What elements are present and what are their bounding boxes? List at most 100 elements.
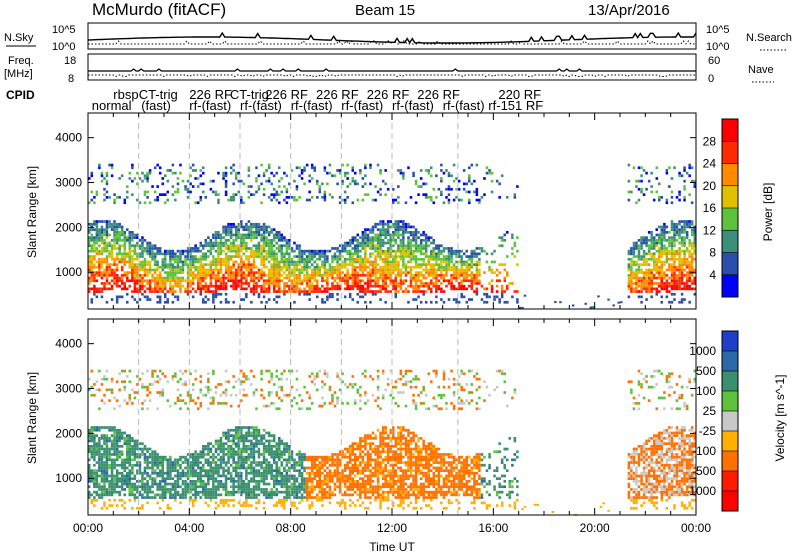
heatmap-cell xyxy=(377,250,380,253)
heatmap-cell xyxy=(678,253,681,256)
heatmap-cell xyxy=(174,402,177,405)
power-colorbar-label: Power [dB] xyxy=(761,183,775,242)
heatmap-cell xyxy=(225,485,228,488)
heatmap-cell xyxy=(101,263,104,266)
heatmap-cell xyxy=(91,502,94,505)
heatmap-cell xyxy=(235,239,238,242)
heatmap-cell xyxy=(688,277,691,280)
heatmap-cell xyxy=(113,440,116,443)
heatmap-cell xyxy=(374,290,377,293)
heatmap-cell xyxy=(200,456,203,459)
heatmap-cell xyxy=(635,288,638,291)
heatmap-cell xyxy=(384,263,387,266)
heatmap-cell xyxy=(425,263,428,266)
heatmap-cell xyxy=(149,255,152,258)
heatmap-cell xyxy=(635,277,638,280)
heatmap-cell xyxy=(319,290,322,293)
heatmap-cell xyxy=(227,271,230,274)
heatmap-cell xyxy=(326,274,329,277)
heatmap-cell xyxy=(417,288,420,291)
heatmap-cell xyxy=(187,485,190,488)
heatmap-cell xyxy=(232,279,235,282)
heatmap-cell xyxy=(154,244,157,247)
heatmap-cell xyxy=(215,386,218,389)
heatmap-cell xyxy=(227,491,230,494)
heatmap-cell xyxy=(678,288,681,291)
heatmap-cell xyxy=(126,271,129,274)
heatmap-cell xyxy=(220,445,223,448)
heatmap-cell xyxy=(121,226,124,229)
heatmap-cell xyxy=(425,269,428,272)
heatmap-cell xyxy=(212,475,215,478)
heatmap-cell xyxy=(428,261,431,264)
heatmap-cell xyxy=(227,461,230,464)
heatmap-cell xyxy=(248,263,251,266)
heatmap-cell xyxy=(174,499,177,502)
heatmap-cell xyxy=(124,236,127,239)
heatmap-cell xyxy=(410,226,413,229)
cpid-label-item: normal xyxy=(92,98,132,113)
heatmap-cell xyxy=(162,394,165,397)
heatmap-cell xyxy=(184,491,187,494)
heatmap-cell xyxy=(98,440,101,443)
heatmap-cell xyxy=(235,271,238,274)
heatmap-cell xyxy=(683,199,686,202)
heatmap-cell xyxy=(640,242,643,245)
heatmap-cell xyxy=(329,193,332,196)
heatmap-cell xyxy=(215,236,218,239)
heatmap-cell xyxy=(177,285,180,288)
heatmap-cell xyxy=(410,234,413,237)
heatmap-cell xyxy=(258,250,261,253)
heatmap-cell xyxy=(116,228,119,231)
heatmap-cell xyxy=(686,263,689,266)
heatmap-cell xyxy=(111,244,114,247)
heatmap-cell xyxy=(116,399,119,402)
heatmap-cell xyxy=(253,223,256,226)
heatmap-cell xyxy=(93,464,96,467)
heatmap-cell xyxy=(483,193,486,196)
heatmap-cell xyxy=(98,370,101,373)
heatmap-cell xyxy=(164,255,167,258)
heatmap-cell xyxy=(144,274,147,277)
heatmap-cell xyxy=(349,285,352,288)
heatmap-cell xyxy=(121,461,124,464)
heatmap-cell xyxy=(486,288,489,291)
heatmap-cell xyxy=(248,234,251,237)
heatmap-cell xyxy=(113,437,116,440)
heatmap-cell xyxy=(374,239,377,242)
heatmap-cell xyxy=(103,242,106,245)
heatmap-cell xyxy=(387,188,390,191)
heatmap-cell xyxy=(184,480,187,483)
heatmap-cell xyxy=(661,234,664,237)
heatmap-cell xyxy=(111,448,114,451)
heatmap-cell xyxy=(232,199,235,202)
heatmap-cell xyxy=(144,263,147,266)
heatmap-cell xyxy=(212,467,215,470)
heatmap-cell xyxy=(392,269,395,272)
heatmap-cell xyxy=(438,244,441,247)
heatmap-cell xyxy=(151,480,154,483)
heatmap-cell xyxy=(149,485,152,488)
heatmap-cell xyxy=(192,483,195,486)
heatmap-cell xyxy=(384,274,387,277)
heatmap-cell xyxy=(205,394,208,397)
heatmap-cell xyxy=(162,269,165,272)
heatmap-cell xyxy=(673,277,676,280)
heatmap-cell xyxy=(329,164,332,167)
heatmap-cell xyxy=(118,405,121,408)
heatmap-cell xyxy=(466,301,469,304)
heatmap-cell xyxy=(410,285,413,288)
heatmap-cell xyxy=(377,164,380,167)
heatmap-cell xyxy=(235,231,238,234)
heatmap-cell xyxy=(200,453,203,456)
heatmap-cell xyxy=(129,266,132,269)
heatmap-cell xyxy=(106,279,109,282)
heatmap-cell xyxy=(407,266,410,269)
heatmap-cell xyxy=(671,220,674,223)
heatmap-cell xyxy=(648,271,651,274)
heatmap-cell xyxy=(352,169,355,172)
heatmap-cell xyxy=(648,290,651,293)
heatmap-cell xyxy=(671,236,674,239)
heatmap-cell xyxy=(466,263,469,266)
heatmap-cell xyxy=(308,290,311,293)
